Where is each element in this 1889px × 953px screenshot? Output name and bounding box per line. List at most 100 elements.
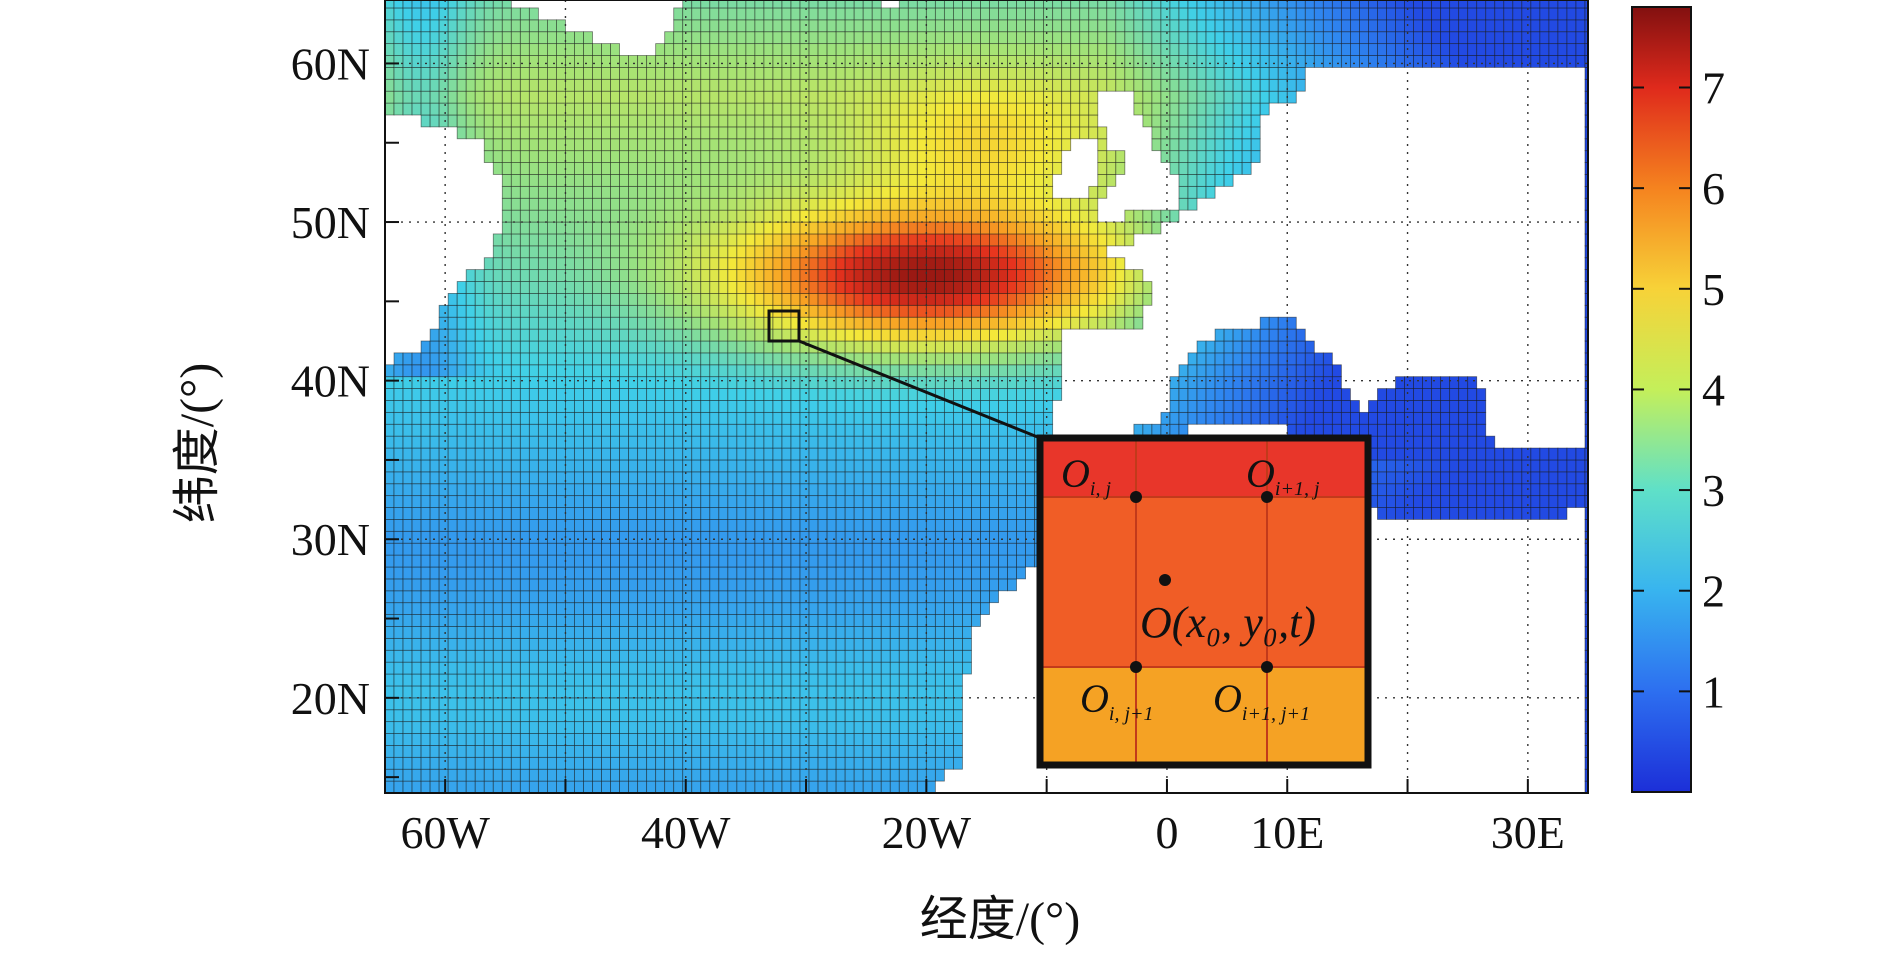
heatmap-cell: [682, 316, 693, 330]
heatmap-cell: [925, 519, 936, 532]
heatmap-cell: [420, 411, 431, 425]
heatmap-cell: [754, 78, 765, 92]
heatmap-cell: [736, 709, 747, 723]
heatmap-cell: [492, 31, 503, 45]
heatmap-cell: [583, 245, 593, 259]
heatmap-cell: [736, 245, 747, 259]
heatmap-cell: [528, 435, 539, 449]
heatmap-cell: [510, 257, 521, 271]
heatmap-cell: [925, 257, 936, 271]
heatmap-cell: [628, 209, 639, 223]
heatmap-cell: [574, 400, 584, 413]
heatmap-cell: [1034, 316, 1045, 330]
heatmap-cell: [835, 209, 846, 223]
heatmap-cell: [1187, 114, 1198, 128]
heatmap-cell: [835, 673, 846, 687]
heatmap-cell: [709, 388, 720, 401]
heatmap-cell: [925, 495, 936, 508]
heatmap-cell: [420, 376, 431, 389]
heatmap-cell: [781, 340, 792, 354]
heatmap-cell: [1169, 423, 1180, 437]
heatmap-cell: [844, 400, 855, 413]
heatmap-cell: [907, 174, 918, 187]
heatmap-cell: [447, 649, 458, 663]
heatmap-cell: [781, 495, 792, 508]
heatmap-cell: [962, 90, 972, 104]
heatmap-cell: [790, 435, 801, 449]
heatmap-cell: [673, 709, 684, 723]
heatmap-cell: [862, 542, 873, 556]
heatmap-cell: [682, 293, 693, 306]
heatmap-cell: [447, 0, 458, 9]
heatmap-cell: [673, 328, 684, 342]
heatmap-cell: [880, 745, 891, 758]
heatmap-cell: [998, 245, 1008, 259]
heatmap-cell: [853, 150, 864, 163]
heatmap-cell: [637, 697, 648, 711]
heatmap-cell: [583, 721, 593, 734]
heatmap-cell: [691, 471, 702, 485]
heatmap-cell: [844, 423, 855, 437]
heatmap-cell: [1025, 530, 1036, 544]
heatmap-cell: [808, 55, 819, 68]
heatmap-cell: [763, 745, 774, 758]
heatmap-cell: [889, 400, 900, 413]
heatmap-cell: [682, 138, 693, 152]
heatmap-cell: [826, 233, 837, 247]
heatmap-cell: [998, 78, 1008, 92]
heatmap-cell: [610, 281, 620, 294]
heatmap-cell: [646, 768, 657, 782]
heatmap-cell: [1016, 388, 1027, 401]
heatmap-cell: [898, 411, 909, 425]
heatmap-cell: [411, 590, 422, 604]
heatmap-cell: [745, 697, 756, 711]
heatmap-cell: [547, 614, 557, 627]
heatmap-cell: [583, 756, 593, 770]
heatmap-cell: [592, 745, 602, 758]
heatmap-cell: [772, 483, 783, 497]
heatmap-cell: [447, 78, 458, 92]
heatmap-cell: [574, 269, 584, 282]
heatmap-cell: [844, 126, 855, 140]
heatmap-cell: [889, 340, 900, 354]
heatmap-cell: [447, 780, 458, 793]
heatmap-cell: [1007, 245, 1017, 259]
heatmap-cell: [700, 281, 711, 294]
heatmap-cell: [610, 471, 620, 485]
heatmap-cell: [1106, 233, 1117, 247]
heatmap-cell: [556, 685, 566, 699]
heatmap-cell: [754, 388, 765, 401]
heatmap-cell: [429, 340, 440, 354]
heatmap-cell: [1016, 0, 1027, 9]
heatmap-cell: [429, 602, 440, 615]
heatmap-cell: [700, 614, 711, 627]
heatmap-cell: [943, 316, 954, 330]
heatmap-cell: [628, 316, 639, 330]
heatmap-cell: [673, 114, 684, 128]
heatmap-cell: [971, 328, 981, 342]
heatmap-cell: [483, 649, 494, 663]
heatmap-cell: [682, 447, 693, 461]
heatmap-cell: [465, 328, 476, 342]
heatmap-cell: [862, 590, 873, 604]
heatmap-cell: [664, 281, 675, 294]
heatmap-cell: [844, 376, 855, 389]
heatmap-cell: [1025, 114, 1036, 128]
heatmap-cell: [411, 780, 422, 793]
heatmap-cell: [998, 7, 1008, 21]
heatmap-cell: [871, 209, 882, 223]
heatmap-cell: [953, 257, 963, 271]
heatmap-cell: [420, 780, 431, 793]
heatmap-cell: [709, 530, 720, 544]
heatmap-cell: [709, 756, 720, 770]
heatmap-cell: [474, 435, 485, 449]
heatmap-cell: [628, 435, 639, 449]
heatmap-cell: [925, 304, 936, 318]
heatmap-cell: [934, 626, 945, 639]
heatmap-cell: [835, 0, 846, 9]
heatmap-cell: [718, 102, 729, 116]
heatmap-cell: [844, 519, 855, 532]
heatmap-cell: [682, 435, 693, 449]
heatmap-cell: [637, 352, 648, 366]
